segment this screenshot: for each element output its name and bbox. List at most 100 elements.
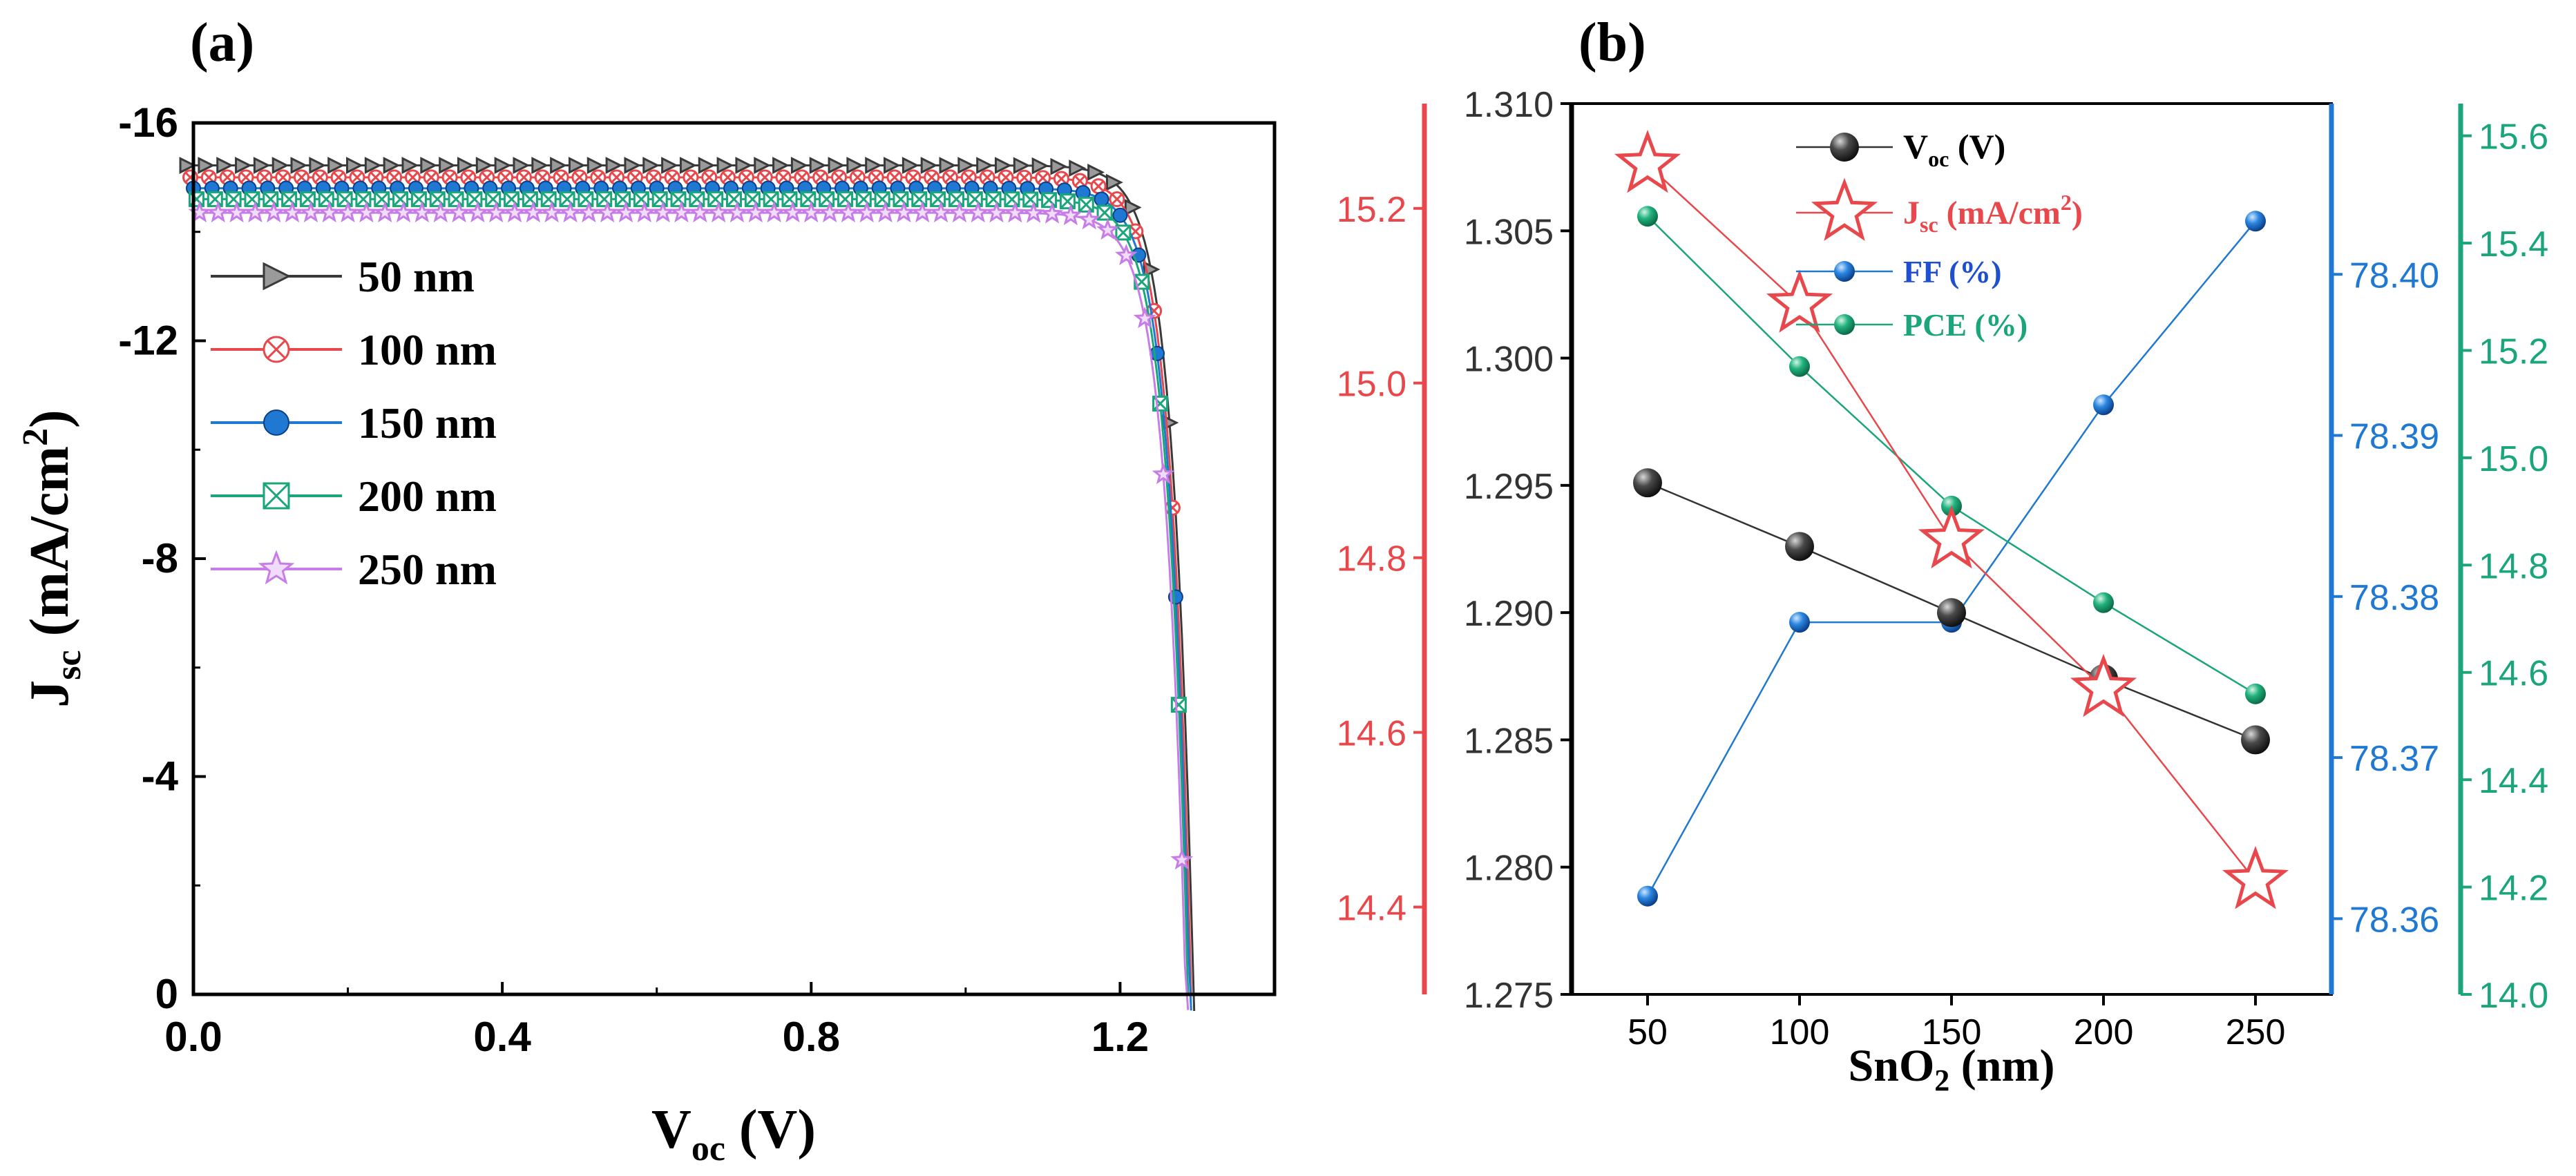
panel-a-x-ticks: 0.0 0.4 0.8 1.2 (164, 982, 1149, 1060)
data-point (383, 157, 401, 174)
data-point-cross (1111, 193, 1123, 205)
data-point-shape (383, 157, 401, 174)
data-point-shape (1785, 532, 1814, 561)
legend-label-main: FF (%) (1903, 254, 2002, 289)
data-point (995, 157, 1012, 175)
data-point-cross (258, 171, 270, 183)
data-point-shape (1105, 173, 1123, 191)
data-point (522, 191, 538, 207)
legend-marker-shape (1830, 133, 1859, 162)
y-tick-label: 15.0 (1337, 365, 1406, 405)
data-point-shape (837, 200, 860, 223)
data-point-shape (966, 200, 990, 223)
y-tick-label: 15.0 (2479, 439, 2548, 479)
data-point-shape (818, 200, 841, 223)
data-point-shape (253, 157, 271, 174)
data-point (1090, 178, 1107, 195)
data-point-shape (763, 200, 786, 223)
data-point-shape (1170, 848, 1194, 870)
data-point-shape (790, 157, 808, 174)
data-point-shape (661, 157, 678, 174)
panel-a: (a) 0.0 0.4 0.8 1.2 0 -4 -8 -12 -16 Voc (V) Jsc… (16, 12, 1277, 1168)
panel-b-plot-area (1614, 129, 2289, 909)
data-point (939, 157, 957, 174)
data-point-cross (689, 191, 705, 207)
data-point (1096, 204, 1113, 221)
data-point-shape (670, 200, 693, 223)
data-point (466, 191, 483, 207)
data-point-cross (333, 171, 345, 183)
series-200-nm (188, 191, 1190, 995)
data-point (1112, 207, 1128, 223)
data-point-shape (235, 157, 252, 174)
legend-marker-shape (263, 409, 289, 436)
data-point-shape (624, 157, 642, 174)
legend-marker-shape (258, 550, 295, 585)
legend-marker-shape (263, 262, 292, 291)
data-point (884, 157, 901, 174)
data-point (911, 191, 928, 207)
data-point (772, 157, 790, 174)
data-point-cross (355, 191, 371, 207)
y-tick-label: -4 (142, 753, 179, 800)
data-point-cross (652, 191, 668, 207)
data-point (225, 191, 242, 207)
data-point-shape (2070, 653, 2137, 717)
data-point-shape (2093, 394, 2114, 416)
data-point-cross (277, 171, 289, 183)
data-point-cross (722, 171, 734, 183)
data-point (744, 191, 761, 207)
y-tick-label: 1.300 (1464, 340, 1554, 380)
legend-label: 250 nm (358, 545, 497, 594)
data-point-cross (351, 171, 363, 183)
data-point (976, 157, 994, 174)
data-point (410, 191, 427, 207)
series-line (193, 187, 1192, 1011)
data-point-shape (448, 200, 470, 223)
x-tick-label: 150 (1922, 1012, 1982, 1052)
data-point-cross (244, 191, 260, 207)
data-point-shape (893, 200, 915, 223)
data-point-shape (1115, 243, 1138, 266)
data-point-cross (1000, 171, 1012, 184)
data-point-cross (893, 191, 909, 207)
data-point (1003, 201, 1027, 223)
series-line (193, 197, 1190, 995)
data-point-shape (216, 157, 234, 174)
y-tick-label: -12 (118, 318, 178, 364)
data-point (725, 200, 749, 223)
data-point-shape (725, 200, 749, 223)
data-point (920, 157, 938, 174)
data-point-shape (1022, 201, 1045, 223)
legend-item: FF (%) (1796, 254, 2002, 289)
y-tick-label: 15.4 (2479, 224, 2548, 264)
data-point-shape (1069, 160, 1087, 177)
data-point-shape (1050, 157, 1068, 175)
data-point (901, 157, 919, 174)
data-point (828, 157, 846, 174)
data-point-shape (484, 200, 508, 223)
data-point (716, 157, 734, 174)
data-point (448, 200, 470, 223)
data-point-shape (559, 200, 582, 223)
data-point (985, 191, 1002, 208)
legend-marker (263, 482, 290, 510)
data-point (1637, 206, 1658, 227)
data-point-cross (388, 171, 400, 183)
legend-item: Jsc (mA/cm2) (1796, 177, 2083, 241)
data-point-cross (559, 191, 575, 207)
data-point-cross (541, 191, 557, 207)
data-point (2245, 211, 2266, 232)
data-point (1115, 243, 1138, 266)
data-point-shape (179, 157, 197, 174)
legend-marker (263, 262, 292, 291)
data-point (1105, 173, 1123, 191)
data-point (948, 200, 971, 223)
data-point (763, 200, 786, 223)
data-point (207, 191, 223, 207)
data-point (893, 200, 915, 223)
data-point-shape (327, 157, 345, 174)
legend-marker-cross (267, 340, 286, 359)
data-point (2093, 592, 2114, 613)
data-point-cross (707, 191, 723, 207)
